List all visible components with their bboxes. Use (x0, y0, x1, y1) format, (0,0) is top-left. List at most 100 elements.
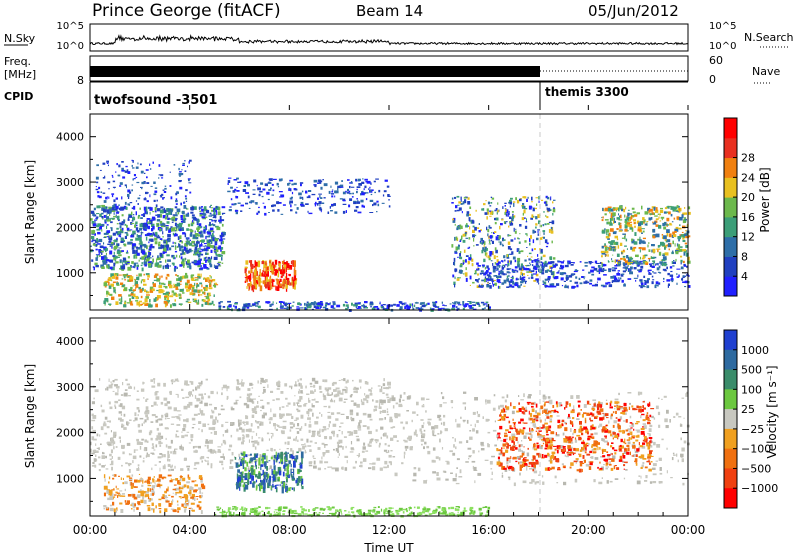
power-colorbar-swatch (724, 157, 737, 178)
power-cell (154, 187, 158, 189)
power-cell (135, 250, 138, 254)
power-cell (193, 259, 197, 264)
power-cell (266, 191, 270, 195)
velocity-cell (193, 450, 198, 453)
power-cell (496, 255, 499, 258)
power-cell (207, 259, 212, 263)
power-cell (91, 259, 94, 262)
power-cell (96, 191, 100, 194)
power-cell (319, 305, 322, 307)
power-cell (604, 247, 608, 251)
power-cell (185, 189, 188, 192)
power-cell (139, 238, 142, 242)
power-cell (108, 277, 112, 281)
velocity-cell (263, 412, 265, 415)
power-cell (174, 242, 176, 244)
power-cell (150, 185, 153, 187)
power-cell (264, 271, 266, 277)
power-cell (504, 265, 506, 268)
velocity-cell (353, 430, 358, 434)
power-cell (468, 237, 471, 240)
velocity-cell (254, 440, 258, 444)
velocity-cell (222, 439, 226, 444)
velocity-cell (403, 392, 406, 395)
velocity-cell (445, 478, 449, 481)
power-cell (633, 214, 638, 217)
velocity-cell (236, 379, 239, 382)
power-cell (555, 263, 558, 267)
velocity-cell (484, 459, 489, 461)
velocity-cell (647, 433, 651, 435)
velocity-cell (106, 426, 110, 429)
power-cell (492, 269, 496, 273)
power-cell (292, 301, 295, 303)
power-cell (181, 250, 185, 255)
power-cell (487, 267, 490, 271)
power-cell (133, 216, 135, 218)
power-cell (198, 207, 202, 209)
velocity-cell (155, 419, 159, 423)
velocity-cell (344, 386, 347, 388)
velocity-cell (125, 378, 128, 381)
power-cell (671, 221, 674, 223)
power-cell (147, 250, 150, 253)
power-cell (189, 191, 192, 194)
velocity-cell (202, 423, 206, 427)
velocity-cell (324, 379, 328, 383)
power-cell (234, 302, 238, 304)
velocity-cell (121, 423, 124, 427)
power-cell (190, 274, 193, 279)
velocity-cell (523, 393, 525, 398)
velocity-cell (313, 391, 315, 394)
power-cell (119, 262, 122, 264)
power-cell (505, 209, 507, 213)
velocity-cell (188, 392, 191, 397)
power-cell (173, 303, 176, 306)
power-cell (313, 179, 318, 183)
power-cell (610, 246, 612, 250)
velocity-cell (158, 418, 163, 421)
velocity-cell (292, 450, 294, 455)
power-cell (103, 282, 108, 287)
velocity-cell (91, 419, 96, 422)
velocity-cell (121, 405, 126, 410)
velocity-cell (526, 467, 528, 471)
velocity-cell (194, 462, 196, 466)
velocity-cell (342, 446, 344, 450)
velocity-cell (378, 403, 381, 407)
power-cell (531, 201, 533, 203)
power-cell (97, 195, 100, 198)
power-cell (469, 275, 472, 280)
velocity-cell (680, 437, 682, 441)
power-cell (458, 244, 460, 247)
power-cell (109, 208, 112, 212)
velocity-cell (337, 456, 339, 458)
power-cell (544, 285, 549, 288)
power-cell (519, 233, 521, 235)
power-cell (129, 298, 131, 302)
velocity-cell (161, 442, 163, 444)
power-colorbar-swatch (724, 236, 737, 257)
velocity-cell (238, 422, 241, 427)
power-cell (473, 245, 475, 247)
power-cell (546, 262, 549, 265)
velocity-cell (92, 462, 95, 465)
power-cell (299, 182, 304, 184)
velocity-cell (547, 396, 551, 399)
power-cell (91, 221, 94, 224)
power-cell (125, 206, 128, 210)
velocity-cell (492, 429, 497, 432)
power-cell (534, 248, 536, 250)
power-cell (124, 279, 127, 281)
power-cell (682, 237, 685, 240)
power-cell (92, 239, 97, 242)
velocity-cell (319, 391, 323, 393)
power-cell (108, 265, 110, 270)
velocity-cell (392, 405, 395, 409)
power-cell (285, 266, 287, 273)
power-cell (611, 212, 614, 216)
power-cell (465, 277, 468, 282)
power-cell (145, 191, 148, 195)
power-cell (597, 277, 601, 281)
power-cell (549, 270, 551, 272)
